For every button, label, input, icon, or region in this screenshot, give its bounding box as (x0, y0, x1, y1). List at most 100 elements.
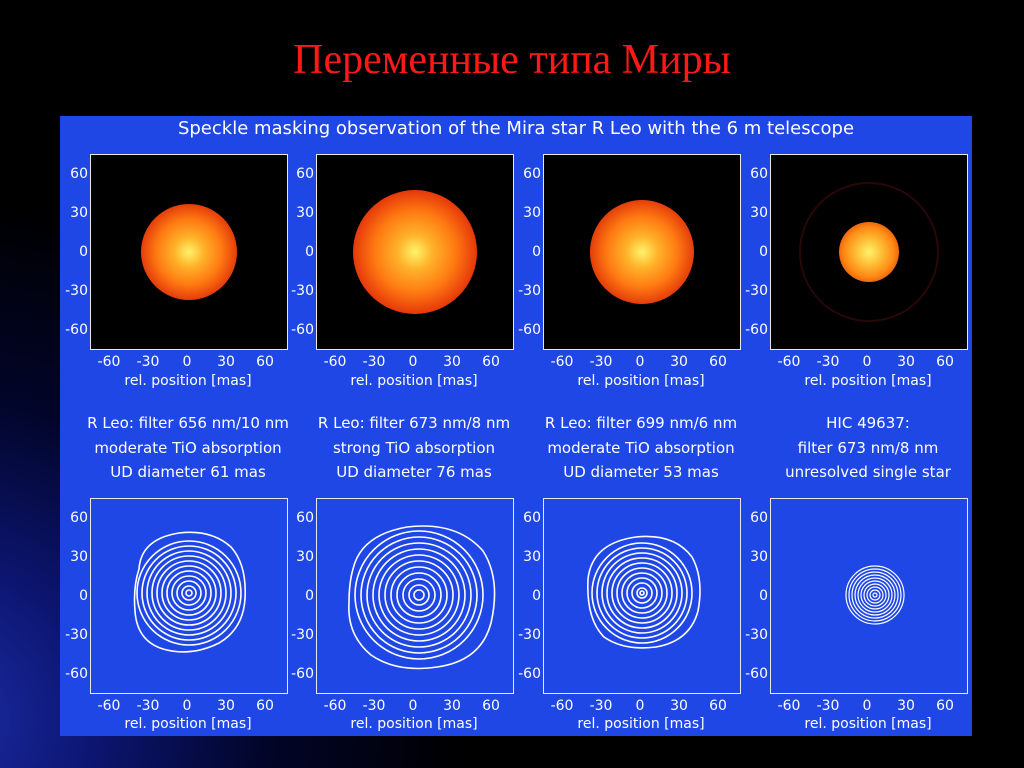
x-tick: 30 (443, 698, 461, 714)
star-image (590, 200, 694, 304)
contour-plot (348, 525, 496, 670)
contour-panel-673nm (316, 498, 514, 694)
x-axis-label: rel. position [mas] (124, 716, 252, 732)
y-tick: 0 (759, 244, 768, 260)
figure-caption: Speckle masking observation of the Mira … (177, 118, 855, 139)
x-axis-label: rel. position [mas] (577, 373, 705, 389)
y-tick: 30 (523, 205, 541, 221)
x-tick: 0 (862, 354, 872, 370)
x-tick: -30 (589, 698, 613, 714)
y-tick: 30 (296, 549, 314, 565)
y-tick: -30 (518, 283, 541, 299)
y-tick: -30 (518, 627, 541, 643)
x-tick: 30 (217, 354, 235, 370)
y-tick: 30 (750, 205, 768, 221)
x-tick: 30 (217, 698, 235, 714)
x-tick: -30 (136, 698, 160, 714)
image-panel-673nm (316, 154, 514, 350)
y-tick: 30 (296, 205, 314, 221)
y-tick: 30 (70, 205, 88, 221)
x-axis-label: rel. position [mas] (804, 716, 932, 732)
x-tick: 30 (670, 698, 688, 714)
x-tick: 0 (635, 698, 645, 714)
y-tick: 0 (305, 244, 314, 260)
contour-panel-699nm (543, 498, 741, 694)
y-tick: -60 (65, 666, 88, 682)
x-tick: 60 (256, 354, 274, 370)
y-tick: 30 (750, 549, 768, 565)
x-axis-label: rel. position [mas] (124, 373, 252, 389)
x-tick: 60 (936, 354, 954, 370)
ring (799, 182, 939, 322)
star-image (353, 190, 477, 314)
x-tick: -60 (777, 354, 801, 370)
y-tick: 0 (759, 588, 768, 604)
x-tick: 60 (256, 698, 274, 714)
x-tick: 0 (182, 354, 192, 370)
contour-plot (133, 531, 247, 653)
y-tick: 0 (532, 588, 541, 604)
y-tick: -60 (65, 322, 88, 338)
y-tick: -60 (291, 322, 314, 338)
x-tick: 0 (862, 698, 872, 714)
y-tick: 0 (305, 588, 314, 604)
x-tick: 0 (182, 698, 192, 714)
y-tick: 30 (70, 549, 88, 565)
y-tick: -30 (65, 283, 88, 299)
x-tick: 0 (408, 698, 418, 714)
y-tick: -60 (518, 322, 541, 338)
y-tick: 60 (750, 166, 768, 182)
x-tick: -30 (362, 354, 386, 370)
x-tick: 60 (709, 354, 727, 370)
image-panel-hic49637 (770, 154, 968, 350)
x-tick: 60 (709, 698, 727, 714)
x-tick: 0 (408, 354, 418, 370)
contour-plot (587, 535, 701, 649)
star-image (141, 204, 237, 300)
figure: Speckle masking observation of the Mira … (60, 116, 972, 736)
x-tick: -30 (589, 354, 613, 370)
y-tick: -30 (745, 627, 768, 643)
x-axis-label: rel. position [mas] (804, 373, 932, 389)
panel-description-673nm: R Leo: filter 673 nm/8 nm strong TiO abs… (317, 414, 511, 481)
y-tick: 30 (523, 549, 541, 565)
x-tick: 30 (897, 354, 915, 370)
x-tick: 60 (936, 698, 954, 714)
y-tick: 60 (523, 510, 541, 526)
x-tick: -60 (323, 698, 347, 714)
y-tick: -60 (291, 666, 314, 682)
x-tick: -60 (550, 698, 574, 714)
x-tick: -30 (136, 354, 160, 370)
contour-panel-hic49637 (770, 498, 968, 694)
x-tick: -60 (97, 354, 121, 370)
y-tick: 60 (523, 166, 541, 182)
x-tick: -30 (362, 698, 386, 714)
x-axis-label: rel. position [mas] (350, 716, 478, 732)
x-tick: -60 (323, 354, 347, 370)
y-tick: 60 (296, 510, 314, 526)
y-tick: -60 (745, 666, 768, 682)
x-tick: 30 (443, 354, 461, 370)
image-panel-656nm (90, 154, 288, 350)
x-tick: -60 (550, 354, 574, 370)
contour-plot (845, 565, 905, 625)
panel-description-hic49637: HIC 49637: filter 673 nm/8 nm unresolved… (785, 414, 951, 481)
panel-description-656nm: R Leo: filter 656 nm/10 nm moderate TiO … (87, 414, 289, 481)
y-tick: 0 (532, 244, 541, 260)
x-axis-label: rel. position [mas] (577, 716, 705, 732)
image-panel-699nm (543, 154, 741, 350)
y-tick: 0 (79, 588, 88, 604)
y-tick: 0 (79, 244, 88, 260)
y-tick: -60 (518, 666, 541, 682)
star-image (839, 222, 899, 282)
x-tick: 0 (635, 354, 645, 370)
x-tick: -30 (816, 354, 840, 370)
y-tick: 60 (750, 510, 768, 526)
panel-description-699nm: R Leo: filter 699 nm/6 nm moderate TiO a… (544, 414, 738, 481)
x-tick: 30 (897, 698, 915, 714)
y-tick: 60 (70, 510, 88, 526)
x-tick: 30 (670, 354, 688, 370)
y-tick: 60 (70, 166, 88, 182)
slide-title: Переменные типа Миры (293, 37, 731, 83)
x-tick: -60 (777, 698, 801, 714)
